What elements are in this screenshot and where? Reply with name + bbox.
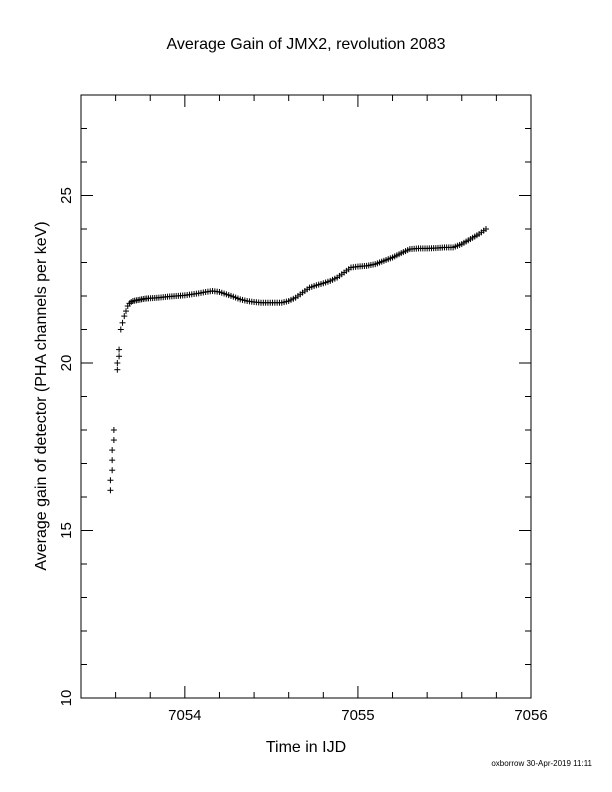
data-point bbox=[110, 437, 117, 444]
data-point bbox=[483, 226, 489, 232]
data-point bbox=[109, 467, 116, 474]
plot-frame bbox=[80, 94, 532, 699]
x-tick-label: 7056 bbox=[514, 707, 547, 724]
axis-tick-labels: 7054 7055 7056 10 15 20 25 bbox=[58, 187, 548, 724]
footer-stamp: oxborrow 30-Apr-2019 11:11 bbox=[491, 759, 592, 768]
data-point bbox=[117, 326, 124, 333]
data-point bbox=[116, 353, 123, 360]
data-point bbox=[119, 319, 126, 326]
y-tick-label: 20 bbox=[58, 355, 75, 372]
y-tick-label: 25 bbox=[58, 187, 75, 204]
axis-ticks bbox=[80, 94, 532, 699]
data-point bbox=[110, 427, 117, 433]
x-tick-label: 7054 bbox=[168, 707, 201, 724]
y-axis-label: Average gain of detector (PHA channels p… bbox=[33, 221, 50, 571]
data-point bbox=[114, 366, 121, 373]
data-point bbox=[107, 487, 114, 494]
data-point bbox=[123, 308, 129, 315]
data-point bbox=[114, 360, 121, 366]
data-point bbox=[121, 313, 128, 320]
x-axis-label: Time in IJD bbox=[265, 739, 347, 756]
y-tick-label: 10 bbox=[58, 690, 75, 707]
data-point bbox=[109, 457, 116, 464]
y-tick-label: 15 bbox=[58, 522, 75, 539]
chart-title: Average Gain of JMX2, revolution 2083 bbox=[166, 36, 446, 53]
x-tick-label: 7055 bbox=[341, 707, 374, 724]
data-point bbox=[116, 346, 123, 353]
data-point bbox=[107, 477, 114, 484]
data-point bbox=[109, 447, 116, 454]
data-points bbox=[107, 226, 489, 494]
